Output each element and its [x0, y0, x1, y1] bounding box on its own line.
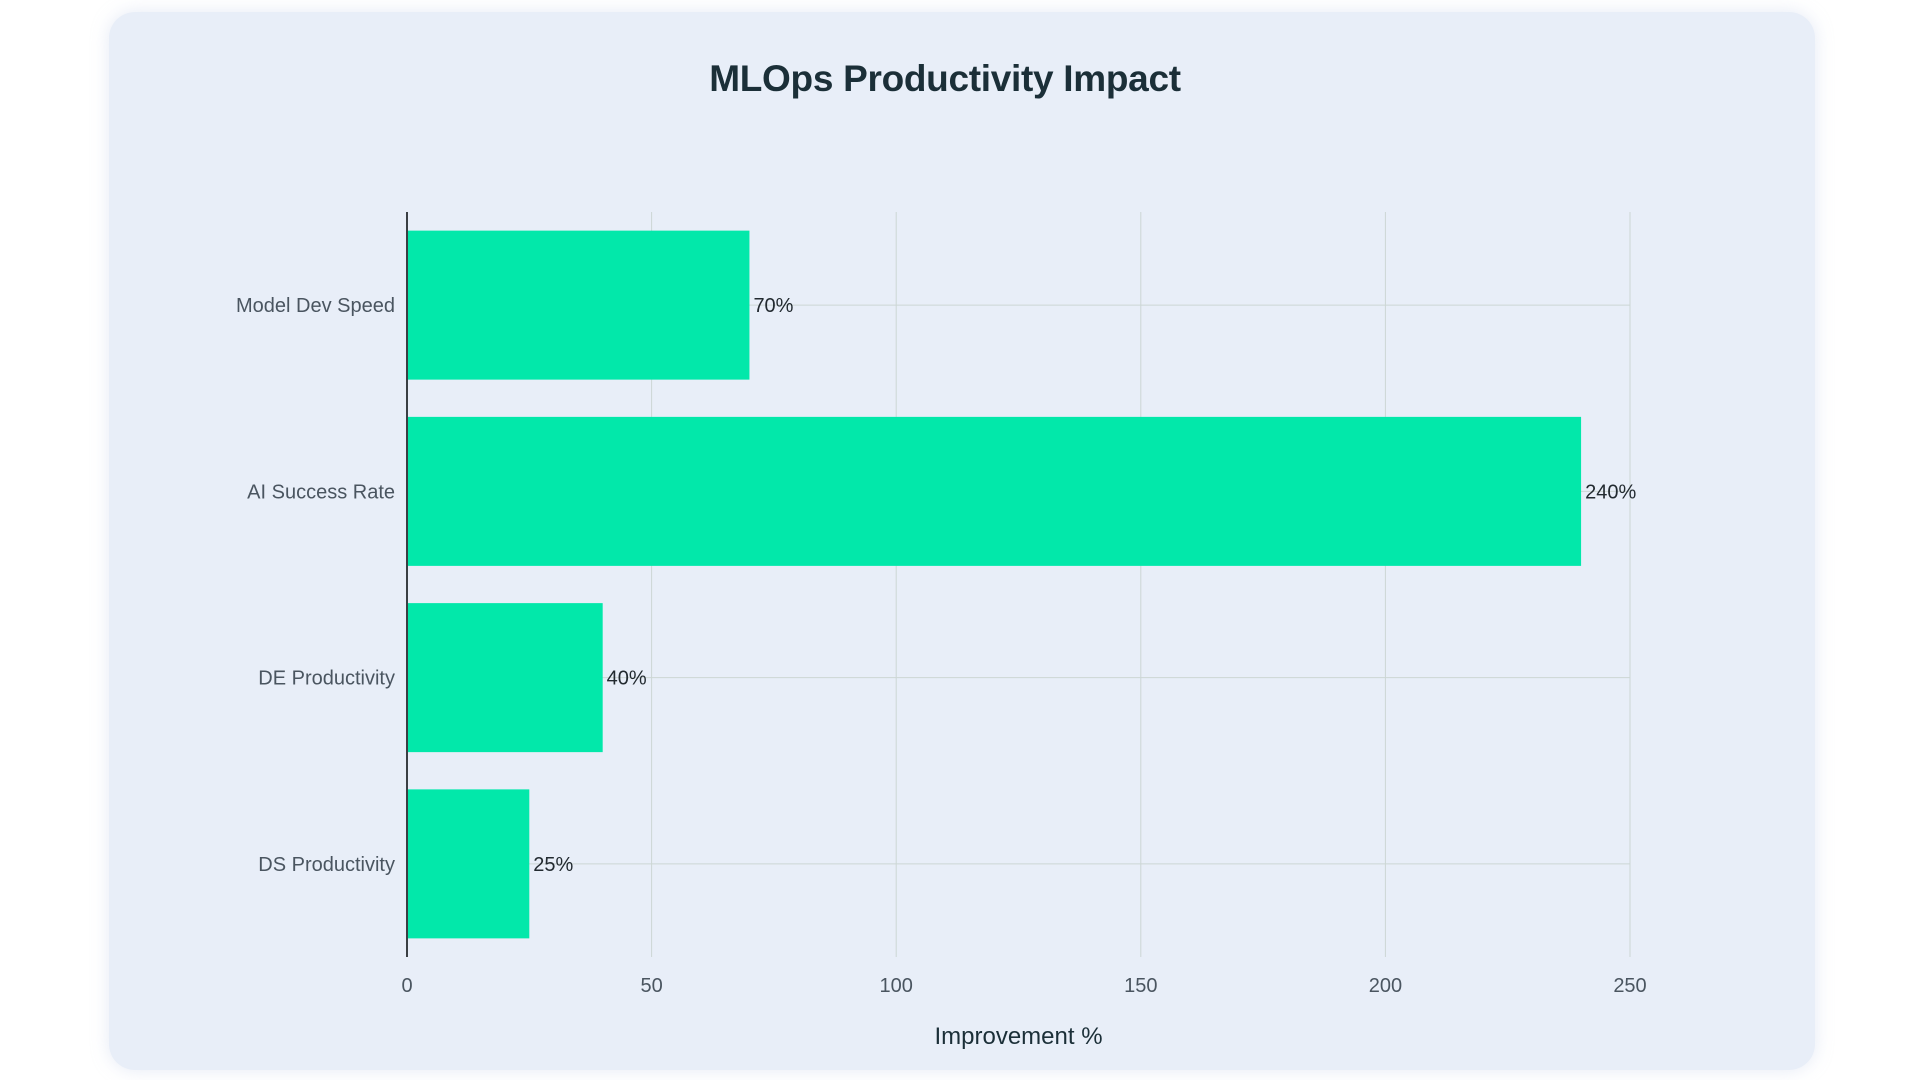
data-label: 70%: [753, 295, 793, 317]
x-tick-label: 50: [640, 975, 662, 997]
data-label: 40%: [607, 668, 647, 690]
labels: 0 50 100 150 200 250 Model Dev Speed 70% AI Succ…: [236, 295, 1647, 997]
x-axis-title: Improvement %: [934, 1023, 1102, 1050]
bar: [407, 416, 1582, 566]
bar: [407, 230, 750, 380]
category-label: DE Productivity: [258, 668, 395, 690]
bars: [407, 230, 1582, 939]
x-tick-label: 100: [880, 975, 913, 997]
x-tick-label: 200: [1369, 975, 1402, 997]
data-label: 240%: [1585, 481, 1636, 503]
x-tick-label: 150: [1124, 975, 1157, 997]
x-tick-label: 250: [1613, 975, 1646, 997]
bar: [407, 603, 603, 753]
category-label: Model Dev Speed: [236, 295, 395, 317]
chart-title: MLOps Productivity Impact: [709, 58, 1181, 99]
bar: [407, 789, 530, 939]
x-tick-label: 0: [401, 975, 412, 997]
category-label: DS Productivity: [258, 854, 395, 876]
category-label: AI Success Rate: [247, 481, 395, 503]
data-label: 25%: [533, 854, 573, 876]
